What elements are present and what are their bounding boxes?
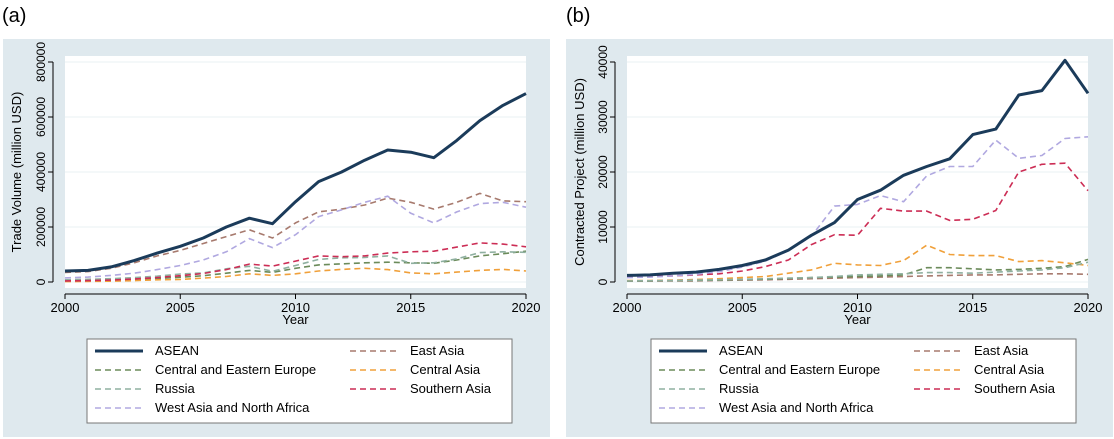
- legend-label: Russia: [719, 381, 760, 396]
- panel-b: (b) 0 10000 20000 30000 40000 2000 2005 2010 201…: [566, 5, 1113, 437]
- legend-label: Central Asia: [410, 362, 481, 377]
- axes: [610, 61, 1089, 299]
- y-tick-label: 400000: [34, 152, 48, 192]
- x-axis-title: Year: [844, 312, 871, 327]
- series-line-russia: [626, 261, 1089, 282]
- series-line-west-asia-and-north-africa: [626, 136, 1089, 279]
- y-tick-label: 0: [596, 278, 610, 285]
- gridlines: [627, 61, 1088, 283]
- y-tick-label: 800000: [34, 42, 48, 82]
- legend-label: East Asia: [410, 343, 465, 358]
- panel-label: (b): [566, 5, 590, 27]
- y-tick-label: 200000: [34, 207, 48, 247]
- y-tick-label: 40000: [596, 45, 610, 79]
- series-line-asean: [626, 58, 1090, 277]
- legend: ASEAN East Asia Central and Eastern Europe…: [650, 338, 1077, 424]
- x-tick-label: 2000: [51, 300, 80, 315]
- x-tick-label: 2010: [843, 300, 872, 315]
- series-line-southern-asia: [626, 162, 1089, 278]
- x-axis-title: Year: [282, 312, 309, 327]
- series-line-russia: [64, 251, 527, 281]
- x-tick-label: 2015: [958, 300, 987, 315]
- y-tick-label: 0: [34, 278, 48, 285]
- x-tick-label: 2020: [1074, 300, 1103, 315]
- x-tick-label: 2000: [613, 300, 642, 315]
- series-line-southern-asia: [64, 242, 527, 282]
- y-tick-label: 20000: [596, 155, 610, 189]
- gridlines: [65, 61, 526, 283]
- series-line-central-and-eastern-europe: [627, 258, 1089, 282]
- series-line-central-and-eastern-europe: [64, 250, 527, 282]
- tick-labels: 0 200000 400000 600000 800000 2000 2005 2010 201…: [34, 42, 540, 315]
- x-tick-label: 2005: [728, 300, 757, 315]
- series-line-east-asia: [64, 192, 527, 274]
- series-line-central-asia: [626, 244, 1089, 282]
- legend-label: Russia: [155, 381, 196, 396]
- legend-label: Central Asia: [974, 362, 1045, 377]
- legend: ASEAN East Asia Central and Eastern Europe…: [86, 338, 513, 424]
- series-line-central-asia: [64, 267, 527, 283]
- legend-box: [86, 338, 513, 424]
- panel-a: (a) 0 200000 400000 600000 800000 2000 2005 201…: [2, 5, 550, 437]
- panel-label: (a): [2, 5, 26, 27]
- y-tick-label: 30000: [596, 100, 610, 134]
- legend-label: Central and Eastern Europe: [155, 362, 316, 377]
- legend-label: ASEAN: [719, 343, 763, 358]
- legend-label: East Asia: [974, 343, 1029, 358]
- x-tick-label: 2015: [396, 300, 425, 315]
- y-axis-title: Contracted Project (million USD): [572, 78, 587, 266]
- x-tick-label: 2020: [512, 300, 541, 315]
- x-tick-label: 2010: [281, 300, 310, 315]
- series-lines: [64, 92, 527, 283]
- legend-label: Central and Eastern Europe: [719, 362, 880, 377]
- x-tick-label: 2005: [166, 300, 195, 315]
- series-line-west-asia-and-north-africa: [64, 195, 527, 279]
- legend-label: ASEAN: [155, 343, 199, 358]
- y-tick-label: 600000: [34, 97, 48, 137]
- legend-label: West Asia and North Africa: [155, 400, 310, 415]
- tick-labels: 0 10000 20000 30000 40000 2000 2005 2010 2015 202…: [596, 45, 1102, 315]
- legend-label: Southern Asia: [410, 381, 492, 396]
- series-line-east-asia: [627, 272, 1089, 283]
- y-tick-label: 10000: [596, 210, 610, 244]
- legend-label: West Asia and North Africa: [719, 400, 874, 415]
- y-axis-title: Trade Volume (million USD): [9, 92, 24, 253]
- series-line-asean: [64, 92, 527, 273]
- legend-box: [650, 338, 1077, 424]
- legend-label: Southern Asia: [974, 381, 1056, 396]
- series-lines: [626, 58, 1090, 283]
- axes: [48, 61, 527, 299]
